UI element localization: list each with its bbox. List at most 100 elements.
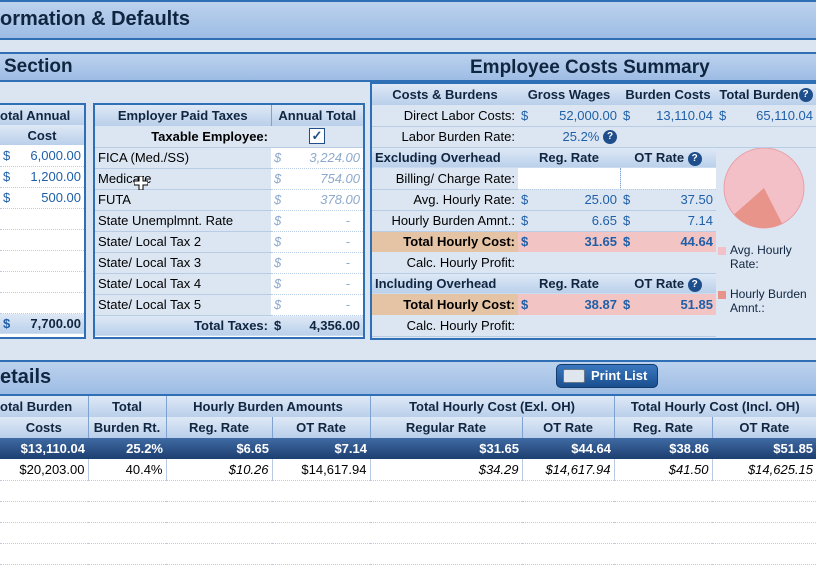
cost-header-1: otal Annual <box>0 105 84 125</box>
table-row[interactable] <box>0 522 816 544</box>
row-cell <box>370 543 522 565</box>
taxes-header-label: Employer Paid Taxes <box>95 105 271 126</box>
cost-cell[interactable]: $1,200.00 <box>0 166 84 188</box>
costs-summary-panel: Costs & Burdens Gross Wages Burden Costs… <box>370 82 816 340</box>
row-cell <box>166 501 272 523</box>
pie-slice-hourly-burden <box>733 187 783 228</box>
row-cell: $14,617.94 <box>272 459 371 481</box>
excl-ot-rate-header: OT Rate ? <box>620 147 716 168</box>
tax-label: FUTA <box>95 189 271 211</box>
direct-burden: $13,110.04 <box>620 105 716 127</box>
taxable-employee-checkbox[interactable]: ✓ <box>271 126 363 148</box>
row-cell: $14,625.15 <box>712 459 816 481</box>
row-cell <box>614 480 713 502</box>
details-title: etails <box>0 366 52 388</box>
details-header-bar <box>0 360 816 396</box>
help-icon[interactable]: ? <box>603 130 617 145</box>
cost-cell[interactable] <box>0 229 84 251</box>
col-burden-costs: Burden Costs <box>620 84 716 105</box>
total-cell: $7.14 <box>334 441 367 456</box>
row-cell: $20,203.00 <box>0 459 89 481</box>
total-cell: $6.65 <box>236 441 269 456</box>
total-cell: $38.86 <box>669 441 710 456</box>
table-row[interactable] <box>0 501 816 523</box>
tax-value[interactable]: $ - <box>271 231 363 253</box>
hourly-burden-label: Hourly Burden Amnt.: <box>372 210 518 232</box>
taxes-header-value: Annual Total <box>270 105 363 126</box>
avg-ot: $37.50 <box>620 189 716 211</box>
total-reg: $31.65 <box>518 231 620 252</box>
row-cell <box>370 522 522 544</box>
taxable-employee-label: Taxable Employee: <box>95 126 271 148</box>
row-cell <box>522 480 615 502</box>
row-cell <box>614 522 713 544</box>
sub-costs: Costs <box>0 417 89 438</box>
help-icon[interactable]: ? <box>687 277 702 292</box>
excl-reg-rate-header: Reg. Rate <box>518 147 620 168</box>
row-cell <box>88 522 166 544</box>
table-row[interactable] <box>0 543 816 565</box>
totals-row: $13,110.04 25.2% $6.65 $7.14 $31.65 $44.… <box>0 438 816 459</box>
row-cell <box>370 501 522 523</box>
row-cell: $34.29 <box>370 459 523 481</box>
tax-label: Medicare <box>95 168 271 190</box>
row-cell <box>712 501 816 523</box>
col-total-burden: Total Burden? <box>716 84 816 105</box>
direct-labor-label: Direct Labor Costs: <box>372 105 518 127</box>
cost-cell[interactable] <box>0 292 84 314</box>
cost-cell[interactable]: $500.00 <box>0 187 84 209</box>
legend-swatch <box>718 246 726 255</box>
incl-overhead-header: Including Overhead <box>372 273 518 294</box>
total-ot: $44.64 <box>620 231 716 252</box>
incl-total-reg: $38.87 <box>518 294 620 315</box>
tax-value[interactable]: $ - <box>271 273 363 295</box>
incl-reg-rate-header: Reg. Rate <box>518 273 620 294</box>
help-icon[interactable]: ? <box>687 151 702 166</box>
tax-value[interactable]: $378.00 <box>271 189 363 211</box>
page-title: ormation & Defaults <box>0 8 191 30</box>
total-taxes-label: Total Taxes: <box>95 315 271 336</box>
hdr-total-rate: Total <box>88 396 167 417</box>
row-cell <box>88 543 166 565</box>
tax-value[interactable]: $3,224.00 <box>271 147 363 169</box>
row-cell <box>272 522 370 544</box>
row-cell: $41.50 <box>614 459 713 481</box>
direct-total: $65,110.04 <box>716 105 816 127</box>
profit-ot <box>620 252 716 274</box>
row-cell <box>712 543 816 565</box>
help-icon[interactable]: ? <box>798 88 813 103</box>
calc-profit-label: Calc. Hourly Profit: <box>372 252 518 274</box>
avg-reg: $25.00 <box>518 189 620 211</box>
col-costs-burdens: Costs & Burdens <box>372 84 518 105</box>
checkmark-icon: ✓ <box>309 128 325 145</box>
details-table-wrap: otal Burden Total Hourly Burden Amounts … <box>0 396 816 584</box>
row-cell <box>370 480 522 502</box>
sub-regular-rate: Regular Rate <box>370 417 523 438</box>
table-row[interactable]: $20,203.00 40.4% $10.26 $14,617.94 $34.2… <box>0 459 816 481</box>
incl-total-hourly-label: Total Hourly Cost: <box>372 294 518 315</box>
tax-label: State/ Local Tax 4 <box>95 273 271 295</box>
employer-taxes-panel: Employer Paid Taxes Annual Total Taxable… <box>93 103 365 339</box>
incl-calc-profit-label: Calc. Hourly Profit: <box>372 315 518 337</box>
tax-value[interactable]: $ - <box>271 294 363 316</box>
tax-value[interactable]: $754.00 <box>271 168 363 190</box>
tax-label: State/ Local Tax 5 <box>95 294 271 316</box>
row-cell <box>272 480 370 502</box>
billing-ot-input[interactable] <box>620 168 716 190</box>
table-row[interactable] <box>0 480 816 502</box>
billing-reg-input[interactable] <box>518 168 621 190</box>
hdr-total-burden: otal Burden <box>0 396 89 417</box>
print-list-button[interactable]: Print List <box>556 364 658 388</box>
tax-value[interactable]: $ - <box>271 252 363 274</box>
sub-burden-rt: Burden Rt. <box>88 417 167 438</box>
cost-total: $7,700.00 <box>0 313 84 334</box>
printer-icon <box>563 369 585 383</box>
left-cost-panel: otal Annual Cost $6,000.00 $1,200.00 $50… <box>0 103 86 339</box>
cost-cell[interactable] <box>0 208 84 230</box>
cost-cell[interactable] <box>0 250 84 272</box>
cost-cell[interactable] <box>0 271 84 293</box>
sub-ot-rate: OT Rate <box>272 417 371 438</box>
tax-value[interactable]: $ - <box>271 210 363 232</box>
cost-cell[interactable]: $6,000.00 <box>0 145 84 167</box>
total-cell: $51.85 <box>773 441 814 456</box>
